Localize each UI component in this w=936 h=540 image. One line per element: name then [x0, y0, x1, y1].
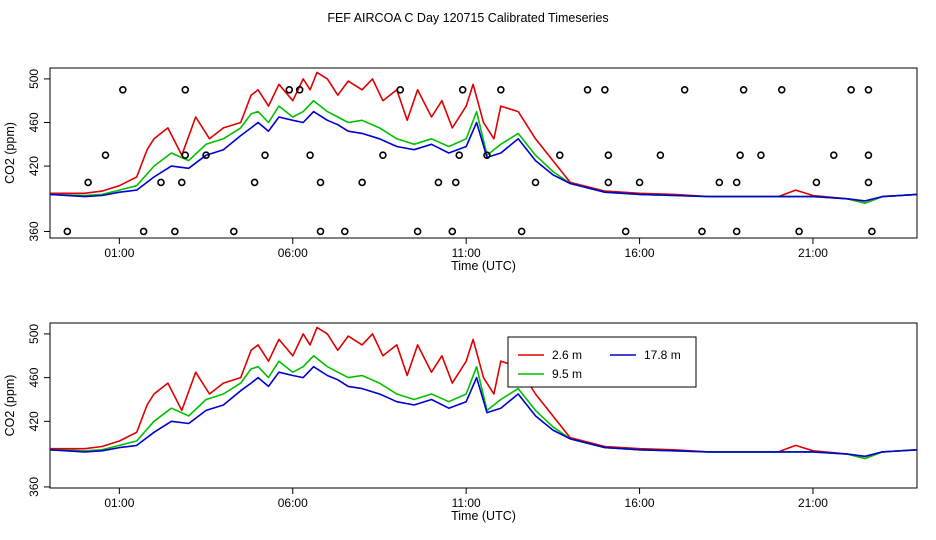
marker-point — [555, 151, 564, 159]
marker-point — [812, 178, 821, 187]
legend-box — [507, 336, 697, 388]
plot-frame-bottom — [49, 322, 918, 489]
marker-point — [601, 85, 609, 94]
x-tick-label-top: 06:00 — [278, 246, 308, 260]
marker-point — [285, 85, 294, 94]
marker-point — [316, 227, 325, 236]
marker-point — [777, 85, 786, 94]
marker-point — [583, 85, 592, 94]
y-tick-label-top: 360 — [27, 221, 41, 241]
marker-point — [171, 227, 179, 236]
marker-point — [181, 85, 190, 94]
marker-point — [202, 151, 210, 159]
chart-title: FEF AIRCOA C Day 120715 Calibrated Times… — [327, 11, 608, 25]
marker-point — [517, 227, 526, 236]
x-tick-label-bottom: 01:00 — [104, 496, 134, 510]
panel-bottom: 01:00 06:00 11:00 16:00 21:00 Time (UTC) 360 42… — [3, 322, 918, 523]
marker-point — [358, 178, 366, 187]
marker-point — [84, 178, 92, 187]
marker-point — [847, 85, 855, 94]
y-axis-label-top: CO2 (ppm) — [3, 122, 17, 184]
marker-point — [795, 227, 803, 236]
marker-point — [413, 227, 422, 236]
marker-point — [621, 227, 630, 236]
y-tick-label-bottom: 420 — [27, 411, 41, 431]
panel-top: 01:00 06:00 11:00 16:00 21:00 Time (UTC) 360 42… — [3, 67, 918, 273]
series-line-17-8-mm-bottom — [49, 365, 918, 458]
x-tick-label-top: 21:00 — [798, 246, 828, 260]
marker-point — [316, 178, 325, 187]
marker-point — [250, 178, 259, 187]
marker-point — [139, 227, 148, 236]
marker-point — [864, 151, 873, 159]
marker-point — [306, 151, 314, 159]
marker-point — [656, 151, 665, 159]
series-line-2-6-mm-top — [50, 71, 918, 204]
marker-point — [698, 227, 706, 236]
marker-point — [715, 178, 724, 187]
x-axis-label-top: Time (UTC) — [451, 259, 516, 273]
marker-point — [434, 178, 443, 187]
x-tick-label-bottom: 21:00 — [798, 496, 828, 510]
marker-point — [635, 178, 644, 187]
marker-point — [497, 85, 505, 94]
marker-point — [483, 151, 491, 159]
marker-point — [829, 151, 838, 159]
marker-point — [101, 151, 110, 159]
x-tick-label-top: 11:00 — [452, 246, 481, 260]
marker-point — [448, 227, 457, 236]
x-tick-label-bottom: 16:00 — [625, 496, 655, 510]
marker-point — [157, 178, 165, 187]
series-line-2-6-mm-bottom — [50, 326, 918, 460]
x-tick-label-top: 01:00 — [104, 246, 134, 260]
marker-point — [864, 178, 873, 187]
x-tick-label-top: 16:00 — [625, 246, 655, 260]
series-line-17-8-mm-top — [49, 110, 918, 202]
marker-point — [451, 178, 460, 187]
marker-point — [455, 151, 464, 159]
marker-point — [340, 227, 349, 236]
y-tick-label-top: 500 — [27, 69, 41, 89]
marker-point — [295, 85, 304, 94]
marker-point — [396, 85, 405, 94]
marker-point — [63, 227, 72, 236]
legend-label: 17.8 m — [644, 348, 681, 362]
marker-point — [458, 85, 467, 94]
plot-frame-top — [49, 67, 918, 239]
marker-point — [739, 85, 748, 94]
marker-point — [868, 227, 876, 236]
x-tick-label-bottom: 11:00 — [452, 496, 481, 510]
marker-point — [119, 85, 127, 94]
legend-label: 2.6 m — [552, 348, 582, 362]
marker-point — [736, 151, 744, 159]
x-axis-label-bottom: Time (UTC) — [451, 509, 516, 523]
y-tick-label-top: 460 — [27, 112, 41, 132]
marker-point — [757, 151, 765, 159]
legend-label: 9.5 m — [552, 367, 582, 381]
y-tick-label-top: 420 — [27, 156, 41, 176]
y-tick-label-bottom: 360 — [27, 477, 41, 497]
y-tick-label-bottom: 460 — [27, 367, 41, 387]
y-axis-label-bottom: CO2 (ppm) — [3, 375, 17, 437]
y-tick-label-bottom: 500 — [27, 324, 41, 344]
marker-point — [531, 178, 540, 187]
marker-point — [864, 85, 873, 94]
marker-point — [177, 178, 186, 187]
x-tick-label-bottom: 06:00 — [278, 496, 308, 510]
marker-point — [261, 151, 269, 159]
marker-point — [680, 85, 689, 94]
marker-point — [230, 227, 238, 236]
marker-point — [732, 178, 741, 187]
marker-point — [732, 227, 741, 236]
marker-point — [604, 178, 613, 187]
marker-point — [604, 151, 613, 159]
marker-point — [181, 151, 190, 159]
marker-point — [379, 151, 387, 159]
legend: 2.6 m 17.8 m 9.5 m — [507, 336, 697, 388]
